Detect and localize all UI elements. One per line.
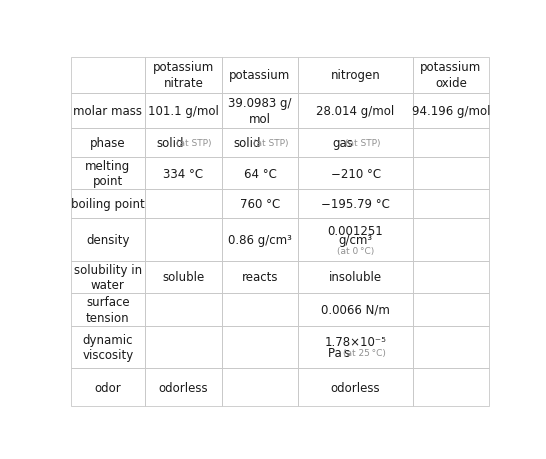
Text: surface
tension: surface tension [86,296,129,324]
Bar [145,293,222,326]
Text: nitrogen: nitrogen [331,69,381,82]
Bar [222,261,298,293]
Text: 28.014 g/mol: 28.014 g/mol [317,105,395,118]
Text: (at STP): (at STP) [345,139,380,147]
Bar [145,57,222,94]
Bar [222,369,298,406]
Text: 94.196 g/mol: 94.196 g/mol [412,105,490,118]
Bar [70,261,145,293]
Bar [70,94,145,129]
Text: potassium
oxide: potassium oxide [420,61,482,90]
Bar [413,293,489,326]
Text: solubility in
water: solubility in water [74,263,142,291]
Text: 0.001251: 0.001251 [328,224,383,237]
Bar [298,129,413,158]
Bar [145,94,222,129]
Text: solid: solid [157,137,184,150]
Bar [222,293,298,326]
Text: 1.78×10⁻⁵: 1.78×10⁻⁵ [325,335,387,348]
Bar [413,326,489,369]
Bar [222,190,298,218]
Text: 0.0066 N/m: 0.0066 N/m [321,303,390,316]
Text: 39.0983 g/
mol: 39.0983 g/ mol [228,97,292,125]
Text: solid: solid [233,137,261,150]
Text: 760 °C: 760 °C [240,198,280,211]
Bar [222,94,298,129]
Bar [70,369,145,406]
Bar [298,158,413,190]
Bar [145,369,222,406]
Text: boiling point: boiling point [71,198,145,211]
Bar [222,218,298,261]
Text: odorless: odorless [158,381,208,394]
Text: potassium
nitrate: potassium nitrate [153,61,214,90]
Text: g/cm³: g/cm³ [339,234,372,246]
Text: (at STP): (at STP) [253,139,288,147]
Text: odorless: odorless [331,381,381,394]
Bar [70,218,145,261]
Bar [413,94,489,129]
Bar [298,369,413,406]
Text: −210 °C: −210 °C [330,168,381,180]
Text: melting
point: melting point [85,160,130,188]
Text: Pa s: Pa s [328,347,351,359]
Text: (at 25 °C): (at 25 °C) [343,348,386,357]
Text: −195.79 °C: −195.79 °C [321,198,390,211]
Bar [222,57,298,94]
Bar [70,326,145,369]
Bar [70,293,145,326]
Bar [145,218,222,261]
Bar [298,94,413,129]
Bar [298,218,413,261]
Bar [298,293,413,326]
Text: 0.86 g/cm³: 0.86 g/cm³ [228,234,292,246]
Text: 101.1 g/mol: 101.1 g/mol [148,105,219,118]
Bar [70,158,145,190]
Bar [145,261,222,293]
Bar [70,190,145,218]
Bar [222,158,298,190]
Bar [413,261,489,293]
Text: (at STP): (at STP) [176,139,212,147]
Bar [145,129,222,158]
Bar [298,57,413,94]
Text: gas: gas [333,137,353,150]
Text: (at 0 °C): (at 0 °C) [337,246,374,255]
Bar [70,57,145,94]
Bar [413,218,489,261]
Bar [413,369,489,406]
Bar [70,129,145,158]
Text: phase: phase [90,137,126,150]
Bar [298,326,413,369]
Text: 64 °C: 64 °C [244,168,276,180]
Text: reacts: reacts [242,271,278,284]
Bar [298,261,413,293]
Bar [298,190,413,218]
Text: dynamic
viscosity: dynamic viscosity [82,333,133,362]
Text: molar mass: molar mass [73,105,143,118]
Bar [145,326,222,369]
Bar [222,129,298,158]
Text: odor: odor [94,381,121,394]
Bar [413,129,489,158]
Bar [145,158,222,190]
Text: 334 °C: 334 °C [163,168,204,180]
Bar [145,190,222,218]
Text: soluble: soluble [162,271,205,284]
Bar [413,190,489,218]
Text: insoluble: insoluble [329,271,382,284]
Text: potassium: potassium [229,69,290,82]
Bar [413,57,489,94]
Bar [222,326,298,369]
Text: density: density [86,234,129,246]
Bar [413,158,489,190]
